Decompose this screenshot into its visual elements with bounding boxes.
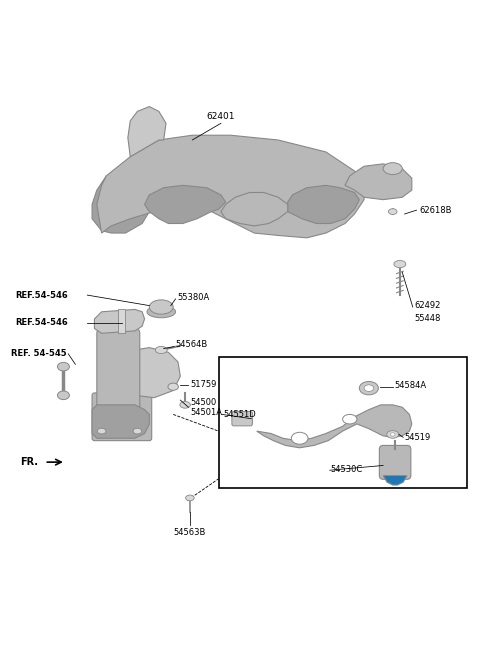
- Text: 55448: 55448: [414, 313, 441, 323]
- Ellipse shape: [58, 363, 70, 371]
- Text: REF.54-546: REF.54-546: [16, 318, 69, 327]
- Ellipse shape: [58, 391, 70, 399]
- Ellipse shape: [180, 401, 191, 408]
- Ellipse shape: [97, 428, 106, 434]
- Polygon shape: [92, 176, 149, 233]
- Text: 54530C: 54530C: [331, 464, 363, 474]
- Polygon shape: [128, 106, 166, 157]
- Ellipse shape: [364, 385, 373, 392]
- Bar: [118, 309, 125, 333]
- Text: 54564B: 54564B: [176, 340, 208, 349]
- Polygon shape: [221, 193, 288, 226]
- Polygon shape: [345, 164, 412, 200]
- FancyBboxPatch shape: [97, 328, 140, 424]
- Text: REF.54-546: REF.54-546: [16, 290, 69, 300]
- Ellipse shape: [390, 433, 395, 436]
- Polygon shape: [144, 185, 226, 223]
- Ellipse shape: [186, 495, 194, 501]
- Polygon shape: [95, 309, 144, 333]
- FancyBboxPatch shape: [232, 411, 252, 426]
- Text: 62618B: 62618B: [419, 206, 452, 215]
- Polygon shape: [92, 405, 149, 438]
- Text: REF. 54-545: REF. 54-545: [11, 350, 67, 358]
- Text: 54563B: 54563B: [174, 528, 206, 537]
- Polygon shape: [288, 185, 360, 223]
- Text: FR.: FR.: [21, 457, 38, 467]
- Ellipse shape: [388, 209, 397, 214]
- Polygon shape: [97, 135, 364, 238]
- Text: 55380A: 55380A: [177, 293, 209, 302]
- Ellipse shape: [147, 306, 176, 318]
- Polygon shape: [383, 476, 407, 485]
- Text: 54519: 54519: [405, 433, 431, 442]
- FancyBboxPatch shape: [92, 393, 152, 441]
- Ellipse shape: [156, 346, 167, 353]
- FancyBboxPatch shape: [379, 445, 411, 480]
- Ellipse shape: [383, 163, 402, 175]
- Polygon shape: [257, 405, 412, 448]
- Ellipse shape: [360, 382, 378, 395]
- Text: 62401: 62401: [207, 112, 235, 121]
- Ellipse shape: [133, 428, 142, 434]
- Ellipse shape: [149, 300, 173, 314]
- Ellipse shape: [387, 430, 399, 438]
- Text: 54551D: 54551D: [223, 410, 256, 419]
- Text: 54501A: 54501A: [190, 407, 222, 417]
- Ellipse shape: [291, 432, 308, 444]
- Ellipse shape: [168, 383, 179, 390]
- Ellipse shape: [394, 260, 406, 267]
- Bar: [218, 357, 467, 488]
- Text: 54584A: 54584A: [394, 381, 426, 390]
- Text: 54500: 54500: [190, 398, 216, 407]
- Text: 62492: 62492: [414, 301, 441, 310]
- Polygon shape: [123, 348, 180, 397]
- Text: 51759: 51759: [190, 380, 216, 390]
- Ellipse shape: [343, 415, 357, 424]
